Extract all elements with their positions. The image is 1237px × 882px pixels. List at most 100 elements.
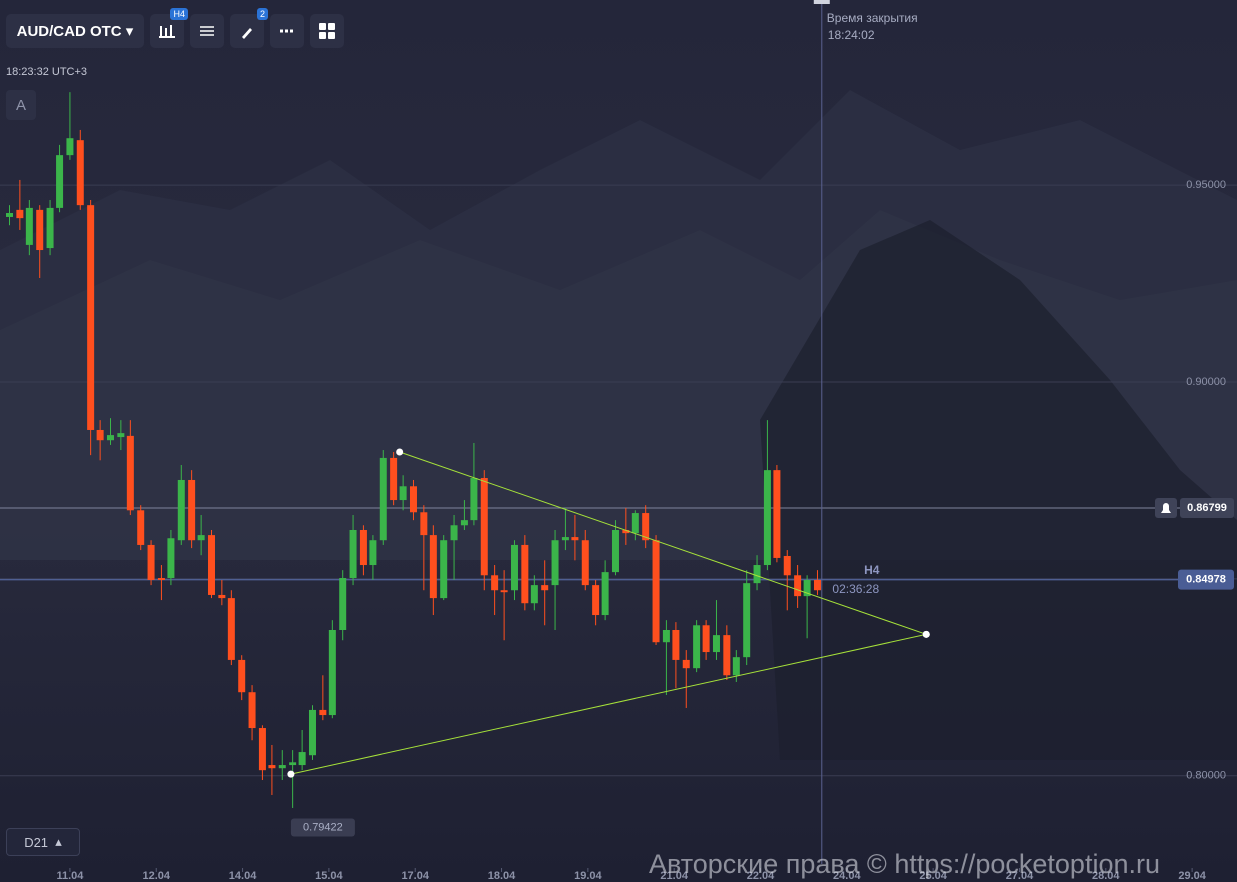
mountain-front — [760, 220, 1237, 760]
candle-body — [36, 209, 44, 251]
candle-body — [682, 659, 690, 669]
candle-body — [500, 590, 508, 593]
candle-body — [147, 544, 155, 580]
x-tick-label: 15.04 — [315, 870, 343, 882]
x-tick-label: 17.04 — [401, 870, 429, 882]
candle-body — [743, 583, 751, 658]
candle-body — [126, 435, 134, 511]
candle-body — [328, 630, 336, 716]
candle-body — [491, 575, 499, 591]
candle-body — [803, 579, 811, 597]
candle-body — [227, 598, 235, 660]
candle-body — [763, 470, 771, 566]
more-button[interactable] — [270, 14, 304, 48]
x-tick-label: 18.04 — [488, 870, 516, 882]
y-tick-label: 0.95000 — [1186, 179, 1226, 191]
asset-selector[interactable]: AUD/CAD OTC ▾ — [6, 14, 144, 48]
candle-body — [359, 529, 367, 566]
drawings-button[interactable]: 2 — [230, 8, 268, 48]
candle-body — [117, 433, 125, 438]
candle-body — [308, 709, 316, 756]
timeframe-badge: H4 — [170, 8, 188, 20]
candle-body — [510, 544, 518, 591]
candle-body — [339, 578, 347, 630]
layout-button[interactable] — [310, 14, 344, 48]
period-label: D21 — [24, 834, 49, 850]
trendline — [399, 451, 927, 635]
candle-body — [218, 594, 226, 599]
candle-body — [480, 478, 488, 576]
candle-body — [642, 513, 650, 541]
candle-body — [197, 535, 205, 541]
candle-body — [207, 535, 215, 595]
candle-body — [530, 585, 538, 604]
candle-body — [157, 578, 165, 580]
candle-body — [399, 486, 407, 501]
low-annotation-box — [290, 818, 355, 837]
close-time-value: 18:24:02 — [828, 28, 875, 42]
asset-name: AUD/CAD OTC — [16, 22, 122, 40]
trendline-point — [922, 630, 930, 638]
y-tick-label: 0.90000 — [1186, 376, 1226, 388]
x-tick-label: 19.04 — [574, 870, 602, 882]
y-tick-label: 0.80000 — [1186, 770, 1226, 782]
x-tick-label: 24.04 — [833, 870, 861, 882]
candle-body — [248, 692, 256, 729]
candle-body — [66, 138, 74, 156]
candle-body — [409, 486, 417, 513]
scale-button[interactable]: A — [6, 90, 36, 120]
candle-body — [258, 728, 266, 771]
candle-body — [379, 457, 387, 541]
candle-body — [622, 529, 630, 534]
period-button[interactable]: D21 ▴ — [6, 828, 80, 856]
candle-body — [581, 540, 589, 586]
indicators-button[interactable] — [190, 14, 224, 48]
candle-body — [238, 659, 246, 693]
candle-body — [76, 140, 84, 206]
candle-body — [631, 513, 639, 534]
candle-body — [369, 540, 377, 566]
x-tick-label: 27.04 — [1006, 870, 1034, 882]
candle-body — [783, 555, 791, 576]
grid-icon — [319, 23, 335, 39]
candle-body — [773, 470, 781, 558]
candle-body — [561, 537, 569, 541]
candle-body — [450, 525, 458, 541]
candle-body — [278, 765, 286, 769]
x-tick-label: 14.04 — [229, 870, 257, 882]
timeframe-button[interactable]: H4 — [150, 8, 188, 48]
timer-timeframe: H4 — [864, 563, 880, 577]
server-time: 18:23:32 UTC+3 — [6, 66, 88, 78]
candle-body — [652, 540, 660, 643]
x-tick-label: 11.04 — [56, 870, 84, 882]
candle-body — [268, 765, 276, 769]
trendline-point — [396, 448, 404, 456]
x-tick-label: 29.04 — [1178, 870, 1206, 882]
close-time-label: Время закрытия — [827, 11, 918, 25]
candle-body — [551, 540, 559, 586]
candle-body — [592, 585, 600, 616]
candle-body — [46, 207, 54, 249]
current-price-label: 0.84978 — [1186, 574, 1226, 586]
watermark: Авторские права © https://pocketoption.r… — [649, 849, 1160, 879]
brush-icon — [242, 28, 252, 39]
candle-body — [723, 635, 731, 676]
candle-body — [188, 479, 196, 541]
candle-body — [167, 538, 175, 579]
x-tick-label: 21.04 — [660, 870, 688, 882]
low-annotation: 0.79422 — [303, 821, 343, 833]
candle-body — [470, 478, 478, 521]
candle-body — [289, 762, 297, 766]
close-time-handle — [813, 0, 830, 4]
candle-body — [541, 585, 549, 591]
sliders-icon — [200, 26, 214, 36]
candle-body — [460, 520, 468, 526]
candle-body — [56, 155, 64, 208]
candle-body — [521, 544, 529, 604]
candle-body — [611, 529, 619, 573]
candle-body — [420, 512, 428, 536]
candle-body — [177, 479, 185, 541]
candle-body — [702, 625, 710, 653]
candle-body — [137, 510, 145, 545]
